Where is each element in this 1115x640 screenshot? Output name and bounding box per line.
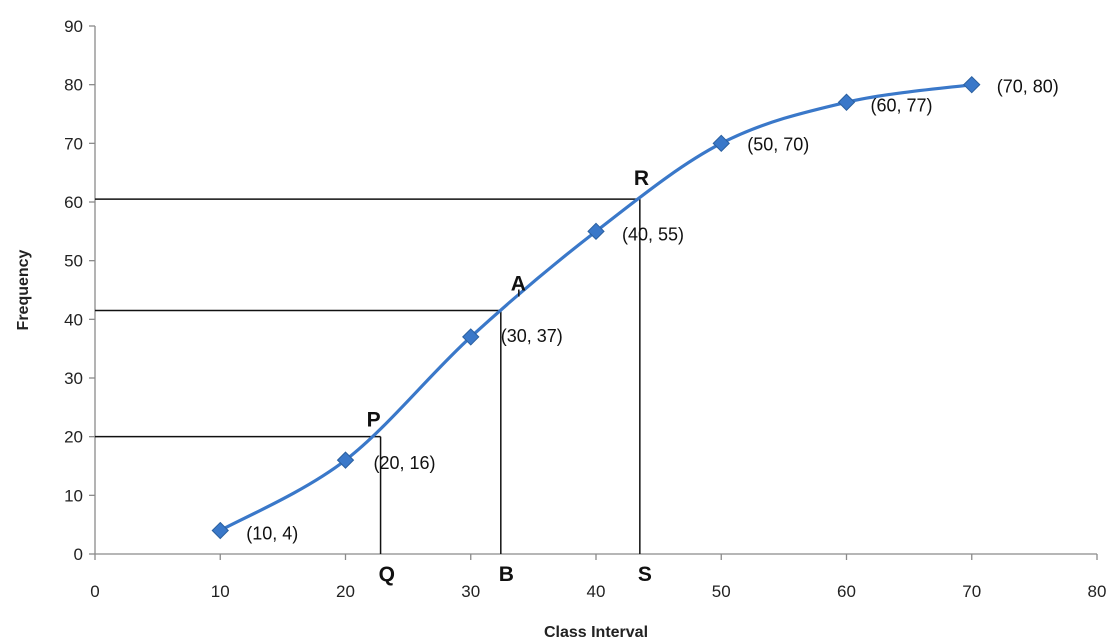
y-tick-label: 50 <box>64 252 83 271</box>
x-tick-label: 60 <box>837 582 856 601</box>
y-tick-label: 40 <box>64 310 83 329</box>
data-point-marker <box>712 134 730 153</box>
data-point-marker <box>336 451 355 469</box>
data-point-marker <box>211 521 229 540</box>
data-markers <box>211 75 981 540</box>
foot-letter-B: B <box>499 563 514 586</box>
y-tick-label: 70 <box>64 134 83 153</box>
y-tick-label: 60 <box>64 193 83 212</box>
series-line <box>219 83 972 532</box>
data-point-label: (30, 37) <box>501 326 563 346</box>
data-point-marker <box>963 75 981 94</box>
data-point-marker <box>837 93 856 111</box>
y-tick-label: 0 <box>74 545 83 564</box>
data-point-marker <box>587 222 605 241</box>
foot-letter-S: S <box>638 563 652 586</box>
x-tick-label: 70 <box>962 582 981 601</box>
x-axis-title: Class Interval <box>544 624 648 640</box>
data-point-label: (10, 4) <box>246 524 298 544</box>
annotations: (10, 4) (20, 16) (30, 37) (40, 55) (50, 70) (… <box>246 77 1059 586</box>
data-point-label: (60, 77) <box>871 95 933 115</box>
x-tick-label: 10 <box>211 582 230 601</box>
data-point-label: (20, 16) <box>374 453 436 473</box>
ogive-curve <box>219 83 972 532</box>
y-tick-label: 80 <box>64 76 83 95</box>
foot-letter-Q: Q <box>379 563 395 586</box>
y-tick-label: 30 <box>64 369 83 388</box>
point-letter-P: P <box>367 409 381 432</box>
x-tick-label: 30 <box>461 582 480 601</box>
data-point-label: (50, 70) <box>747 134 809 154</box>
x-tick-label: 0 <box>90 582 99 601</box>
tick-labels: 0 10 20 30 40 50 60 70 80 90 0 10 20 30 40 50 60 70 80 <box>64 17 1106 601</box>
x-tick-label: 80 <box>1088 582 1107 601</box>
y-tick-label: 10 <box>64 486 83 505</box>
x-tick-label: 20 <box>336 582 355 601</box>
x-tick-label: 50 <box>712 582 731 601</box>
axes <box>89 25 1098 560</box>
y-axis-title: Frequency <box>15 249 32 330</box>
data-point-marker <box>462 328 480 346</box>
y-tick-label: 20 <box>64 428 83 447</box>
data-point-label: (70, 80) <box>997 77 1059 97</box>
x-tick-label: 40 <box>587 582 606 601</box>
y-tick-label: 90 <box>64 17 83 36</box>
point-letter-R: R <box>634 167 649 190</box>
guide-lines <box>95 198 641 554</box>
point-letter-A: A <box>511 273 526 296</box>
data-point-label: (40, 55) <box>622 224 684 244</box>
